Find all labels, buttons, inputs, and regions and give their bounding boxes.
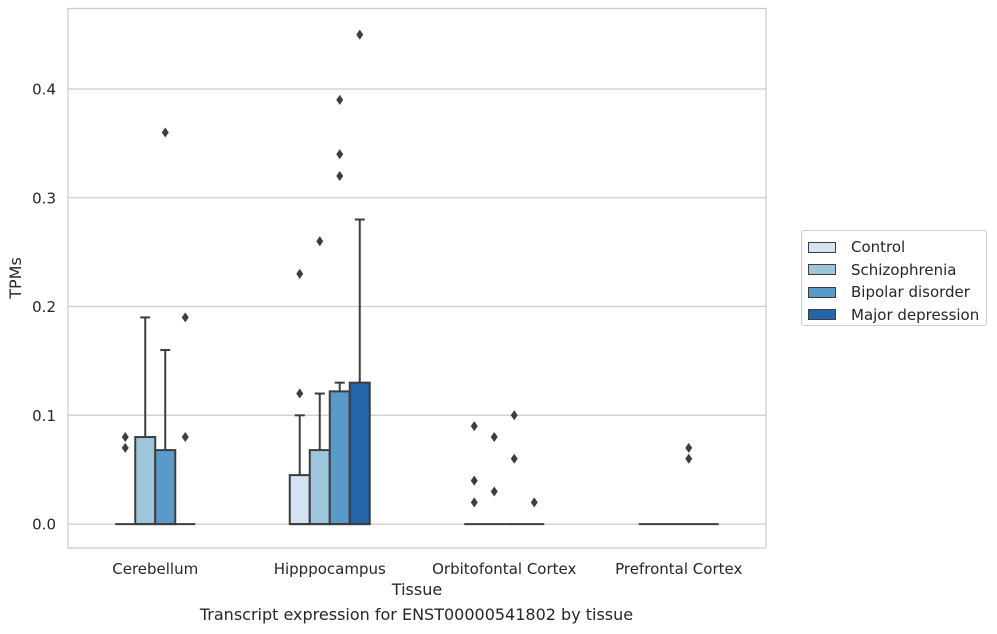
box-body <box>328 390 351 526</box>
legend-swatch-control <box>808 241 836 253</box>
box-schizophrenia-hipppocampus <box>308 392 331 526</box>
legend-label-bipolar-disorder: Bipolar disorder <box>851 283 970 302</box>
outlier-point <box>685 442 693 453</box>
outlier-point <box>685 453 693 464</box>
y-axis-label: TPMs <box>6 257 25 300</box>
box-bipolar-disorder-hipppocampus <box>328 381 351 526</box>
y-tick-label: 0.0 <box>32 516 56 534</box>
legend-item-schizophrenia: Schizophrenia <box>808 259 986 282</box>
x-tick-labels: Cerebellum Hipppocampus Orbitofontal Corte… <box>112 560 742 578</box>
outlier-point <box>181 432 189 443</box>
outlier-point <box>336 94 344 105</box>
x-tick-label: Prefrontal Cortex <box>615 560 742 578</box>
outlier-point <box>510 453 518 464</box>
outlier-point <box>181 312 189 323</box>
outlier-point <box>470 497 478 508</box>
boxes <box>115 218 719 526</box>
outlier-point <box>316 236 324 247</box>
legend-item-major-depression: Major depression <box>808 304 986 327</box>
legend-item-control: Control <box>808 236 986 259</box>
outlier-point <box>356 29 364 40</box>
y-tick-label: 0.2 <box>32 298 56 316</box>
outlier-point <box>161 127 169 138</box>
outlier-point <box>296 388 304 399</box>
y-tick-label: 0.1 <box>32 407 56 425</box>
outlier-point <box>296 268 304 279</box>
legend-label-schizophrenia: Schizophrenia <box>851 260 957 279</box>
outlier-point <box>121 442 129 453</box>
chart-caption: Transcript expression for ENST0000054180… <box>199 605 634 624</box>
box-body <box>348 381 371 526</box>
box-body <box>288 474 311 526</box>
legend: Control Schizophrenia Bipolar disorder M… <box>801 230 987 326</box>
x-tick-label: Hipppocampus <box>274 560 386 578</box>
outlier-point <box>490 432 498 443</box>
x-axis-label: Tissue <box>391 580 442 599</box>
y-tick-label: 0.3 <box>32 189 56 207</box>
x-tick-label: Cerebellum <box>112 560 198 578</box>
legend-label-control: Control <box>851 238 906 257</box>
plot-frame <box>67 7 767 549</box>
y-tick-label: 0.4 <box>32 80 56 98</box>
box-schizophrenia-cerebellum <box>134 316 157 526</box>
box-body <box>308 449 331 526</box>
legend-item-bipolar-disorder: Bipolar disorder <box>808 281 986 304</box>
outlier-point <box>530 497 538 508</box>
legend-swatch-schizophrenia <box>808 264 836 276</box>
legend-swatch-major-depression <box>808 309 836 321</box>
box-control-hipppocampus <box>288 414 311 526</box>
outlier-point <box>490 486 498 497</box>
outlier-point <box>470 421 478 432</box>
outlier-point <box>510 410 518 421</box>
x-tick-label: Orbitofontal Cortex <box>432 560 576 578</box>
outlier-point <box>336 149 344 160</box>
outlier-point <box>470 475 478 486</box>
box-body <box>134 436 157 526</box>
y-tick-labels: 0.0 0.1 0.2 0.3 0.4 <box>32 80 56 533</box>
outlier-point <box>121 432 129 443</box>
box-body <box>154 449 177 526</box>
box-major-depression-hipppocampus <box>348 218 371 526</box>
legend-swatch-bipolar-disorder <box>808 286 836 298</box>
outliers <box>121 29 693 508</box>
outlier-point <box>336 171 344 182</box>
box-bipolar-disorder-cerebellum <box>154 349 177 526</box>
legend-label-major-depression: Major depression <box>851 305 980 324</box>
